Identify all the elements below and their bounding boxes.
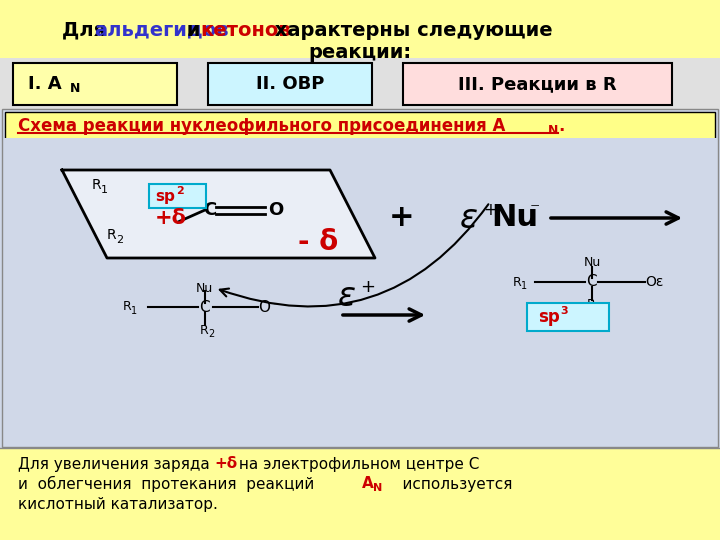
Text: R: R	[107, 228, 117, 242]
Polygon shape	[62, 170, 375, 258]
Text: R: R	[200, 323, 209, 336]
FancyBboxPatch shape	[13, 63, 177, 105]
Bar	[0, 58, 720, 110]
Text: sp: sp	[538, 308, 559, 326]
Text: ε: ε	[460, 201, 478, 234]
Text: кетонов: кетонов	[200, 21, 291, 39]
FancyBboxPatch shape	[208, 63, 372, 105]
Text: I. A: I. A	[28, 75, 62, 93]
FancyBboxPatch shape	[403, 63, 672, 105]
Text: Для увеличения заряда: Для увеличения заряда	[18, 456, 215, 471]
Text: 2: 2	[595, 304, 601, 314]
Text: +: +	[483, 201, 497, 219]
Text: Nu: Nu	[196, 281, 213, 294]
Text: O: O	[268, 201, 283, 219]
Text: 1: 1	[101, 185, 108, 195]
Text: C: C	[199, 300, 210, 314]
Text: используется: используется	[383, 476, 513, 491]
Text: A: A	[362, 476, 374, 491]
Text: R: R	[587, 299, 595, 312]
Text: ⁻: ⁻	[530, 200, 540, 219]
Text: O: O	[258, 300, 270, 314]
Text: на электрофильном центре С: на электрофильном центре С	[234, 456, 480, 471]
Text: +: +	[360, 278, 375, 296]
Bar	[0, 138, 720, 450]
Text: 3: 3	[560, 306, 567, 316]
Text: R: R	[513, 275, 522, 288]
Text: Oε: Oε	[645, 275, 663, 289]
Text: Схема реакции нуклеофильного присоединения А: Схема реакции нуклеофильного присоединен…	[18, 117, 505, 135]
Text: C: C	[586, 274, 597, 289]
Text: R: R	[123, 300, 132, 314]
Text: +δ: +δ	[155, 208, 187, 228]
Text: 1: 1	[131, 306, 137, 316]
Text: +: +	[390, 204, 415, 233]
Text: .: .	[558, 117, 564, 135]
Text: 2: 2	[208, 329, 215, 339]
Text: Nu: Nu	[491, 204, 538, 233]
Text: характерны следующие: характерны следующие	[268, 21, 553, 39]
Text: II. ОВР: II. ОВР	[256, 75, 324, 93]
Text: N: N	[373, 483, 382, 493]
FancyBboxPatch shape	[149, 184, 206, 208]
Text: реакции:: реакции:	[308, 43, 412, 62]
Text: III. Реакции в R: III. Реакции в R	[458, 75, 616, 93]
Text: Для: Для	[62, 21, 113, 39]
Bar	[0, 0, 720, 90]
Text: N: N	[548, 124, 559, 137]
Text: альдегидов: альдегидов	[94, 21, 229, 39]
FancyBboxPatch shape	[5, 112, 715, 140]
Text: и  облегчения  протекания  реакций: и облегчения протекания реакций	[18, 476, 319, 492]
Text: - δ: - δ	[298, 228, 338, 256]
Text: ε: ε	[338, 280, 356, 314]
Text: 2: 2	[176, 186, 184, 196]
Text: 2: 2	[116, 235, 123, 245]
Text: кислотный катализатор.: кислотный катализатор.	[18, 496, 218, 511]
Text: N: N	[70, 83, 81, 96]
Text: и: и	[180, 21, 207, 39]
Text: 1: 1	[521, 281, 527, 291]
Text: R: R	[92, 178, 102, 192]
Text: C: C	[203, 201, 216, 219]
Bar	[0, 448, 720, 540]
Text: Nu: Nu	[583, 255, 600, 268]
Text: sp: sp	[155, 188, 175, 204]
FancyBboxPatch shape	[527, 303, 609, 331]
Bar	[2, 109, 718, 447]
Text: +δ: +δ	[214, 456, 237, 471]
Text: -: -	[272, 295, 277, 310]
